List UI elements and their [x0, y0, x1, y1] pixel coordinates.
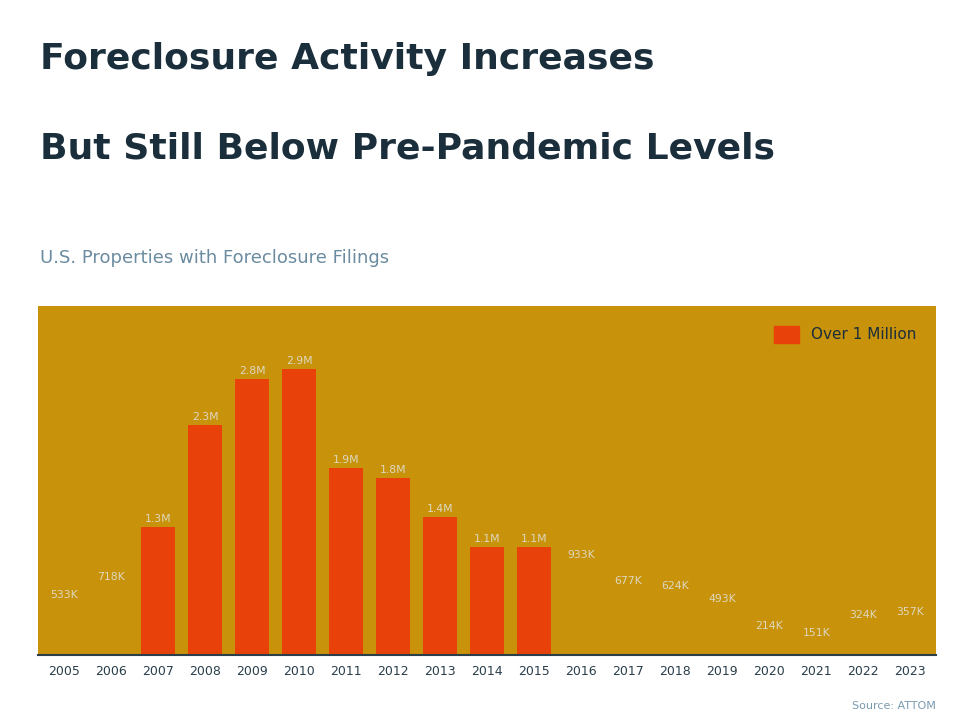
- Bar: [423, 517, 457, 655]
- Bar: [517, 546, 551, 655]
- Bar: [141, 527, 175, 655]
- Bar: [753, 634, 786, 655]
- Bar: [94, 585, 129, 655]
- Text: But Still Below Pre-Pandemic Levels: But Still Below Pre-Pandemic Levels: [40, 132, 776, 166]
- Text: 1.1M: 1.1M: [474, 534, 500, 544]
- Text: Foreclosure Activity Increases: Foreclosure Activity Increases: [40, 42, 655, 76]
- Text: 493K: 493K: [708, 594, 736, 604]
- Bar: [706, 606, 739, 655]
- Bar: [282, 369, 316, 655]
- Text: 357K: 357K: [897, 607, 924, 617]
- Text: 933K: 933K: [567, 550, 595, 560]
- Text: 1.3M: 1.3M: [145, 514, 172, 524]
- Bar: [564, 563, 598, 655]
- Bar: [893, 620, 927, 655]
- Text: 2.8M: 2.8M: [239, 366, 266, 376]
- Bar: [188, 426, 222, 655]
- Text: 151K: 151K: [803, 628, 830, 637]
- Bar: [329, 468, 363, 655]
- Text: 533K: 533K: [50, 590, 78, 600]
- Text: 1.4M: 1.4M: [427, 504, 453, 514]
- Text: 624K: 624K: [661, 581, 689, 591]
- Text: 2.9M: 2.9M: [286, 356, 313, 366]
- Text: 1.8M: 1.8M: [380, 465, 406, 474]
- Text: 677K: 677K: [614, 575, 642, 585]
- Text: 1.9M: 1.9M: [333, 455, 360, 465]
- Bar: [800, 640, 833, 655]
- Bar: [235, 379, 269, 655]
- Legend: Over 1 Million: Over 1 Million: [762, 314, 928, 355]
- Text: 324K: 324K: [850, 611, 877, 621]
- Text: Source: ATTOM: Source: ATTOM: [852, 701, 936, 711]
- Bar: [847, 624, 880, 655]
- Bar: [47, 603, 82, 655]
- Text: 1.1M: 1.1M: [521, 534, 547, 544]
- Bar: [376, 477, 410, 655]
- Text: 718K: 718K: [97, 572, 125, 582]
- Text: U.S. Properties with Foreclosure Filings: U.S. Properties with Foreclosure Filings: [40, 248, 390, 266]
- Bar: [659, 593, 692, 655]
- Bar: [470, 546, 504, 655]
- Text: 2.3M: 2.3M: [192, 413, 219, 423]
- Bar: [612, 588, 645, 655]
- Text: 214K: 214K: [756, 621, 783, 631]
